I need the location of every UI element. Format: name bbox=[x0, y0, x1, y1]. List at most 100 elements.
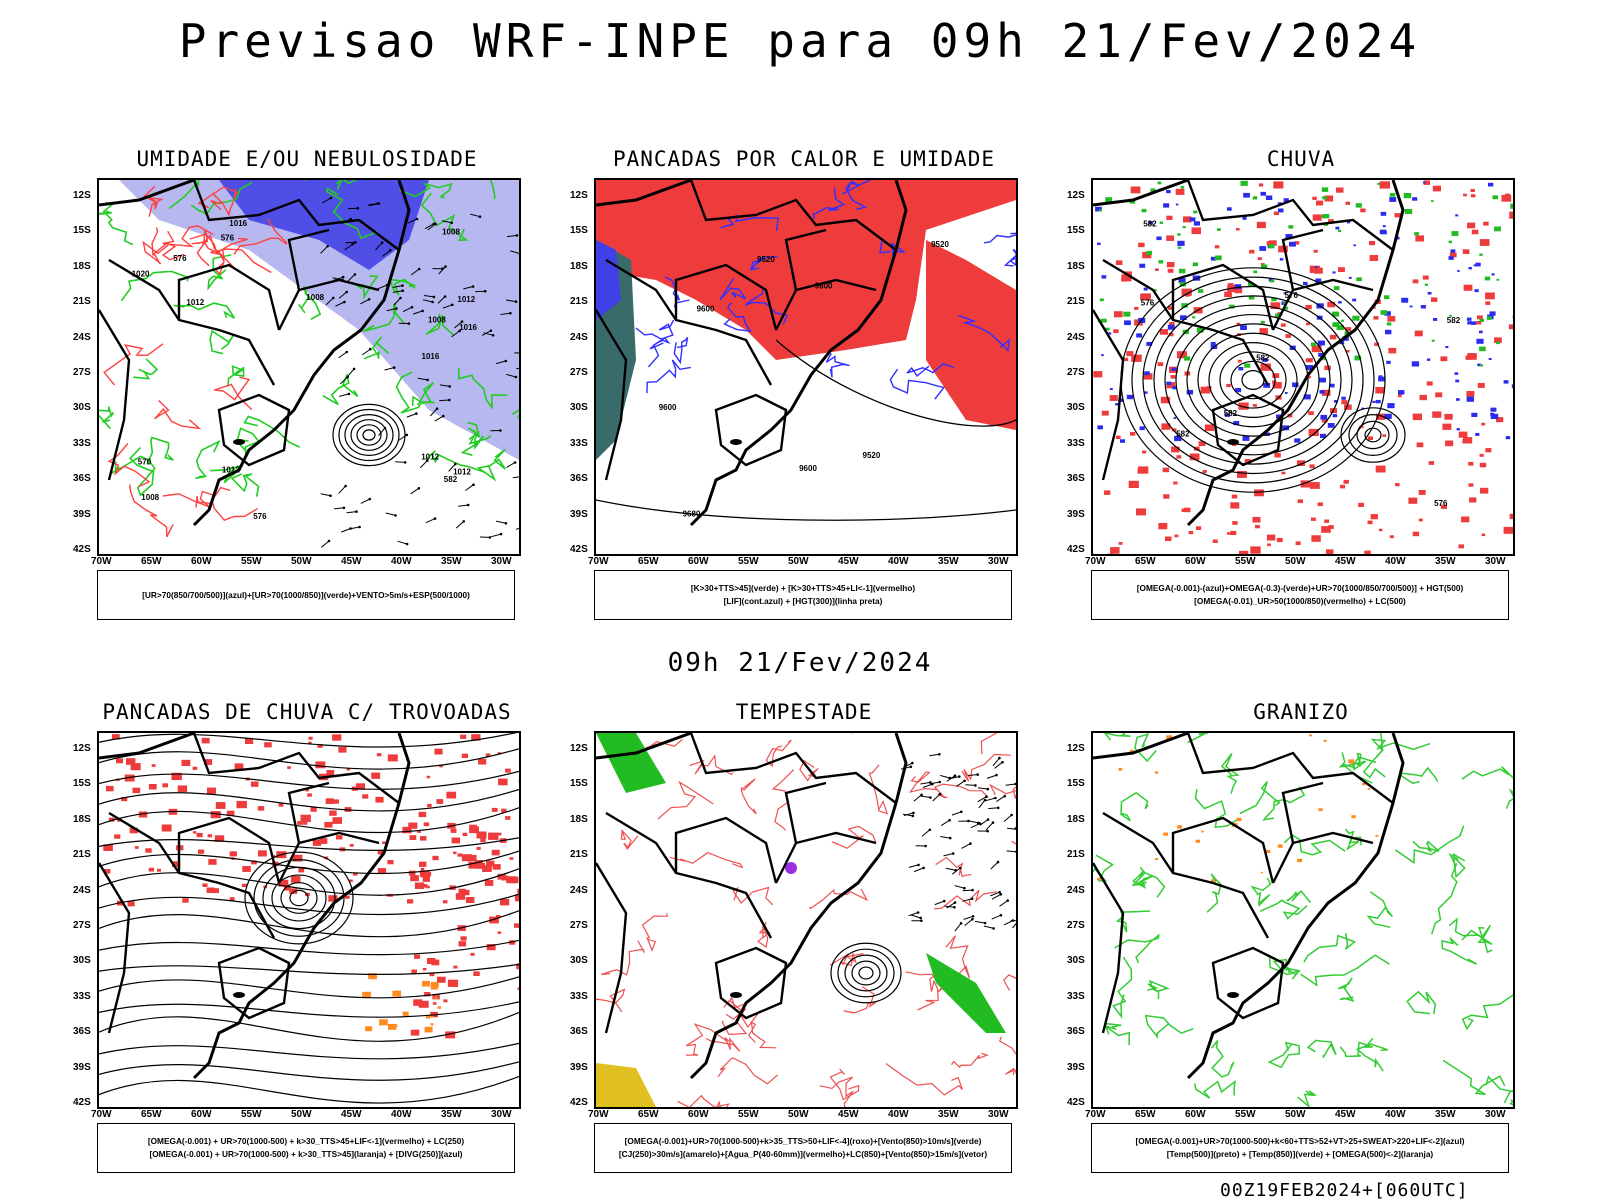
lon-tick-label: 60W bbox=[191, 556, 212, 567]
lat-tick-label: 27S bbox=[73, 367, 91, 378]
contour-label: 9600 bbox=[697, 305, 715, 314]
lon-tick-label: 50W bbox=[291, 556, 312, 567]
legend-line: [LIF](cont.azul) + [HGT(300)](linha pret… bbox=[595, 595, 1011, 608]
contour-label: 1008 bbox=[442, 227, 460, 236]
lat-tick-label: 39S bbox=[570, 1062, 588, 1073]
lat-tick-label: 30S bbox=[570, 402, 588, 413]
contour-label: 1008 bbox=[428, 316, 446, 325]
contour-label: 582 bbox=[1256, 353, 1270, 362]
lon-tick-label: 40W bbox=[1385, 556, 1406, 567]
lon-tick-label: 40W bbox=[391, 1109, 412, 1120]
lon-tick-label: 35W bbox=[1435, 556, 1456, 567]
lat-tick-label: 42S bbox=[570, 544, 588, 555]
panel-title: PANCADAS POR CALOR E UMIDADE bbox=[584, 147, 1024, 171]
map-field-graphic bbox=[596, 733, 1016, 1107]
lon-tick-label: 30W bbox=[1485, 556, 1506, 567]
lat-tick-label: 27S bbox=[570, 920, 588, 931]
lat-tick-label: 30S bbox=[1067, 955, 1085, 966]
mid-date-label: 09h 21/Fev/2024 bbox=[0, 648, 1600, 678]
lat-tick-label: 36S bbox=[570, 1026, 588, 1037]
map-field-graphic bbox=[1093, 733, 1513, 1107]
lon-tick-label: 60W bbox=[1185, 1109, 1206, 1120]
lon-tick-label: 60W bbox=[688, 1109, 709, 1120]
forecast-map bbox=[1091, 731, 1515, 1109]
contour-label: 1016 bbox=[459, 323, 477, 332]
lon-tick-label: 55W bbox=[241, 1109, 262, 1120]
lat-tick-label: 18S bbox=[73, 261, 91, 272]
lat-tick-label: 42S bbox=[570, 1097, 588, 1108]
legend-line: [Temp(500)](preto) + [Temp(850)](verde) … bbox=[1092, 1148, 1508, 1161]
lon-tick-label: 50W bbox=[1285, 556, 1306, 567]
contour-label: 9600 bbox=[799, 464, 817, 473]
lon-tick-label: 70W bbox=[588, 556, 609, 567]
panel-legend: [OMEGA(-0.001)-(azul)+OMEGA(-0.3)-(verde… bbox=[1091, 570, 1509, 620]
lat-tick-label: 27S bbox=[73, 920, 91, 931]
lon-tick-label: 30W bbox=[1485, 1109, 1506, 1120]
lat-tick-label: 21S bbox=[73, 296, 91, 307]
lat-tick-label: 21S bbox=[570, 296, 588, 307]
legend-line: [CJ(250)>30m/s](amarelo)+[Agua_P(40-60mm… bbox=[595, 1148, 1011, 1161]
lat-tick-label: 27S bbox=[570, 367, 588, 378]
lat-tick-label: 24S bbox=[1067, 885, 1085, 896]
lon-tick-label: 55W bbox=[738, 1109, 759, 1120]
contour-label: 1016 bbox=[422, 352, 440, 361]
lat-tick-label: 39S bbox=[1067, 1062, 1085, 1073]
lat-tick-label: 15S bbox=[73, 225, 91, 236]
map-field-graphic: 1012101210121008100810161008101210081012… bbox=[99, 180, 519, 554]
legend-line: [UR>70(850/700/500)](azul)+[UR>70(1000/8… bbox=[98, 589, 514, 602]
lat-tick-label: 18S bbox=[1067, 814, 1085, 825]
lon-tick-label: 65W bbox=[638, 1109, 659, 1120]
lat-tick-label: 33S bbox=[1067, 438, 1085, 449]
lat-tick-label: 39S bbox=[570, 509, 588, 520]
lon-tick-label: 45W bbox=[1335, 556, 1356, 567]
lon-tick-label: 30W bbox=[491, 1109, 512, 1120]
contour-label: 576 bbox=[1285, 291, 1299, 300]
panel-title: UMIDADE E/OU NEBULOSIDADE bbox=[87, 147, 527, 171]
legend-line: [OMEGA(-0.01)_UR>50(1000/850)(vermelho) … bbox=[1092, 595, 1508, 608]
lon-tick-label: 30W bbox=[988, 556, 1009, 567]
lat-tick-label: 33S bbox=[73, 438, 91, 449]
lon-tick-label: 50W bbox=[1285, 1109, 1306, 1120]
lon-tick-label: 35W bbox=[441, 556, 462, 567]
lat-tick-label: 24S bbox=[570, 332, 588, 343]
contour-label: 576 bbox=[253, 512, 267, 521]
contour-label: 9520 bbox=[863, 451, 881, 460]
lat-tick-label: 33S bbox=[570, 991, 588, 1002]
contour-label: 582 bbox=[444, 475, 458, 484]
lat-tick-label: 18S bbox=[73, 814, 91, 825]
lon-tick-label: 65W bbox=[1135, 556, 1156, 567]
lat-tick-label: 12S bbox=[570, 743, 588, 754]
lat-tick-label: 15S bbox=[1067, 778, 1085, 789]
contour-label: 1008 bbox=[306, 293, 324, 302]
lon-tick-label: 50W bbox=[788, 1109, 809, 1120]
lon-tick-label: 65W bbox=[638, 556, 659, 567]
contour-label: 1020 bbox=[132, 270, 150, 279]
lat-tick-label: 42S bbox=[73, 1097, 91, 1108]
lat-tick-label: 30S bbox=[1067, 402, 1085, 413]
lat-tick-label: 39S bbox=[73, 509, 91, 520]
lat-tick-label: 12S bbox=[1067, 190, 1085, 201]
lon-tick-label: 40W bbox=[888, 1109, 909, 1120]
panel-title: TEMPESTADE bbox=[584, 700, 1024, 724]
lat-tick-label: 15S bbox=[570, 225, 588, 236]
contour-label: 1008 bbox=[141, 493, 159, 502]
contour-label: 9600 bbox=[659, 403, 677, 412]
contour-label: 570 bbox=[138, 457, 152, 466]
contour-label: 576 bbox=[1434, 499, 1448, 508]
lat-tick-label: 30S bbox=[570, 955, 588, 966]
lat-tick-label: 15S bbox=[73, 778, 91, 789]
lat-tick-label: 18S bbox=[570, 261, 588, 272]
lon-tick-label: 55W bbox=[1235, 556, 1256, 567]
lat-tick-label: 12S bbox=[73, 190, 91, 201]
contour-label: 9600 bbox=[815, 281, 833, 290]
contour-label: 1012 bbox=[186, 298, 204, 307]
lat-tick-label: 21S bbox=[1067, 849, 1085, 860]
lat-tick-label: 42S bbox=[73, 544, 91, 555]
contour-label: 582 bbox=[1176, 429, 1190, 438]
forecast-map bbox=[594, 731, 1018, 1109]
legend-line: [OMEGA(-0.001) + UR>70(1000-500) + k>30_… bbox=[98, 1135, 514, 1148]
contour-label: 1016 bbox=[229, 219, 247, 228]
lat-tick-label: 36S bbox=[1067, 1026, 1085, 1037]
